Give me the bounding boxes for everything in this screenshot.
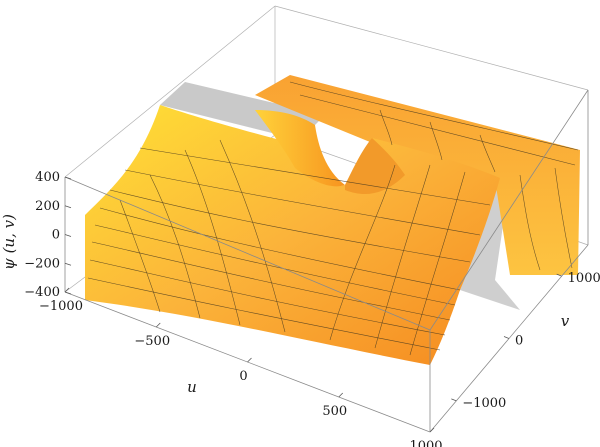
u-tick-mark: [155, 322, 161, 328]
u-tick-label: 0: [239, 369, 247, 384]
z-tick-label: −200: [24, 256, 60, 271]
u-tick-mark: [429, 427, 435, 433]
v-tick-label: −1000: [462, 396, 506, 411]
z-tick-mark: [64, 234, 72, 237]
z-tick-label: 0: [52, 228, 60, 243]
v-axis: −1000 0 1000: [451, 271, 600, 411]
u-tick-mark: [247, 357, 252, 363]
v-tick-mark: [503, 336, 510, 339]
u-axis-label: u: [187, 378, 197, 396]
surface-back-sheet: [255, 75, 580, 275]
z-tick-mark: [64, 176, 72, 180]
v-tick-mark: [451, 398, 457, 402]
surface: [85, 75, 580, 365]
surface-mesh: [87, 81, 579, 356]
z-tick-label: 200: [35, 199, 60, 214]
v-tick-label: 1000: [568, 271, 600, 286]
u-tick-label: 500: [322, 404, 347, 419]
u-tick-label: 1000: [409, 439, 442, 447]
z-axis-label: ψ (u, v): [0, 214, 18, 270]
u-tick-label: −500: [134, 334, 170, 349]
z-tick-label: 400: [35, 170, 60, 185]
v-tick-mark: [556, 273, 562, 277]
ridge-left: [255, 110, 345, 187]
u-tick-mark: [64, 287, 70, 293]
u-tick-mark: [338, 392, 344, 398]
v-tick-label: 0: [515, 334, 523, 349]
z-axis: −400 −200 0 200 400: [24, 170, 72, 300]
u-axis: −1000 −500 0 500 1000: [39, 287, 443, 447]
z-tick-label: −400: [24, 285, 60, 300]
z-tick-mark: [64, 291, 72, 295]
u-tick-label: −1000: [39, 299, 83, 314]
z-tick-mark: [64, 205, 72, 209]
z-tick-mark: [64, 262, 72, 266]
v-axis-label: v: [561, 312, 570, 330]
